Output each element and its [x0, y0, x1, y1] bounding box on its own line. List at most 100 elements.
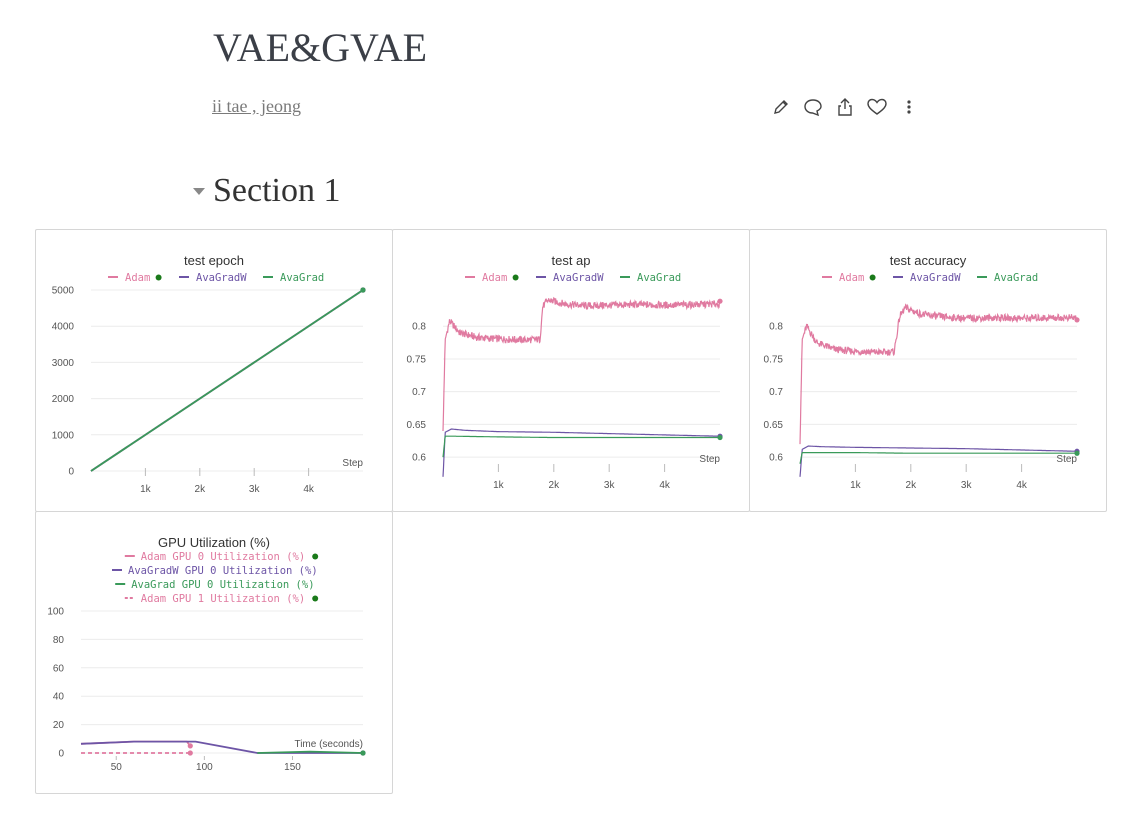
x-axis-label: Step — [1056, 454, 1077, 465]
legend-item-adam-gpu-1-utilization[interactable]: Adam GPU 1 Utilization (%) — [124, 593, 319, 605]
legend-item-adam[interactable]: Adam — [822, 272, 876, 284]
legend-item-avagradw-gpu-0-utilization[interactable]: AvaGradW GPU 0 Utilization (%) — [112, 565, 318, 577]
legend-label: AvaGrad — [994, 272, 1038, 284]
y-tick-label: 60 — [53, 663, 65, 674]
y-tick-label: 4000 — [52, 322, 75, 333]
series-line-avagradw[interactable] — [799, 445, 1077, 477]
legend-item-avagradw[interactable]: AvaGradW — [536, 272, 604, 284]
y-tick-label: 0 — [68, 467, 74, 478]
legend-label: Adam GPU 1 Utilization (%) — [141, 593, 305, 605]
chart-panel-test-epoch[interactable]: test epoch Adam AvaGradW AvaGrad 0 1000 2000 30… — [35, 229, 393, 512]
series-endpoint-avagrad-gpu-0-utilization — [360, 750, 366, 756]
running-indicator — [312, 553, 319, 560]
y-tick-label: 2000 — [52, 394, 75, 405]
y-tick-label: 0.75 — [764, 354, 784, 365]
x-tick-label: 2k — [195, 484, 207, 495]
y-tick-label: 100 — [47, 607, 64, 618]
x-tick-label: 4k — [659, 480, 671, 491]
legend-label: AvaGradW — [553, 272, 604, 284]
x-tick-label: 2k — [906, 480, 918, 491]
x-tick-label: 150 — [284, 762, 301, 773]
chart-title: GPU Utilization (%) — [158, 535, 270, 550]
series-endpoint-adam-gpu-1-utilization — [187, 750, 193, 756]
legend-item-adam-gpu-0-utilization[interactable]: Adam GPU 0 Utilization (%) — [124, 551, 319, 563]
legend-label: AvaGrad GPU 0 Utilization (%) — [131, 579, 314, 591]
y-tick-label: 3000 — [52, 358, 75, 369]
series-line-avagradw-gpu-0-utilization[interactable] — [80, 740, 363, 754]
x-axis-label: Step — [342, 458, 363, 469]
series-line-avagrad[interactable] — [799, 452, 1077, 464]
y-tick-label: 80 — [53, 635, 65, 646]
chart-title: test epoch — [184, 253, 244, 268]
y-tick-label: 0.65 — [764, 420, 784, 431]
running-indicator — [512, 274, 519, 281]
legend-item-adam[interactable]: Adam — [108, 272, 162, 284]
series-line-avagrad-gpu-0-utilization[interactable] — [257, 750, 364, 754]
series-endpoint-avagrad — [717, 434, 723, 441]
x-tick-label: 50 — [111, 762, 123, 773]
chart-svg: test ap Adam AvaGradW AvaGrad 0.6 0.65 0.7 0.75… — [407, 253, 723, 491]
y-tick-label: 0.6 — [412, 453, 426, 464]
series-line-avagrad[interactable] — [90, 289, 364, 472]
chart-svg: test accuracy Adam AvaGradW AvaGrad 0.6 0.65 0… — [764, 253, 1080, 491]
legend-label: AvaGrad — [637, 272, 681, 284]
chart-panel-test-accuracy[interactable]: test accuracy Adam AvaGradW AvaGrad 0.6 0.65 0… — [749, 229, 1107, 512]
legend-label: AvaGradW GPU 0 Utilization (%) — [128, 565, 318, 577]
y-tick-label: 0.65 — [407, 420, 427, 431]
edit-icon[interactable] — [770, 96, 792, 118]
y-tick-label: 1000 — [52, 430, 75, 441]
y-tick-label: 0.8 — [412, 322, 426, 333]
chart-svg: test epoch Adam AvaGradW AvaGrad 0 1000 2000 30… — [52, 253, 366, 495]
share-icon[interactable] — [834, 96, 856, 118]
chart-title: test ap — [551, 253, 590, 268]
legend-label: Adam — [482, 272, 507, 284]
x-axis-label: Step — [699, 454, 720, 465]
series-endpoint-adam — [717, 298, 723, 304]
y-tick-label: 0.7 — [412, 387, 426, 398]
legend-label: Adam — [839, 272, 864, 284]
series-line-avagradw[interactable] — [442, 428, 720, 477]
legend-item-avagrad-gpu-0-utilization[interactable]: AvaGrad GPU 0 Utilization (%) — [115, 579, 315, 591]
legend-label: AvaGradW — [196, 272, 247, 284]
legend-label: Adam GPU 0 Utilization (%) — [141, 551, 305, 563]
x-tick-label: 1k — [493, 480, 505, 491]
more-icon[interactable] — [898, 96, 920, 118]
x-tick-label: 2k — [549, 480, 561, 491]
legend-item-avagrad[interactable]: AvaGrad — [977, 272, 1038, 284]
report-title: VAE&GVAE — [213, 25, 428, 70]
series-endpoint-avagrad — [1074, 450, 1080, 456]
section-header: Section 1 — [193, 172, 340, 210]
y-tick-label: 40 — [53, 692, 65, 703]
running-indicator — [869, 274, 876, 281]
x-tick-label: 4k — [1016, 480, 1028, 491]
series-line-avagrad[interactable] — [442, 435, 720, 458]
x-axis-label: Time (seconds) — [294, 739, 363, 750]
legend-item-avagradw[interactable]: AvaGradW — [893, 272, 961, 284]
y-tick-label: 5000 — [52, 286, 75, 297]
legend-item-avagrad[interactable]: AvaGrad — [263, 272, 324, 284]
series-line-adam[interactable] — [442, 296, 721, 432]
x-tick-label: 3k — [961, 480, 973, 491]
x-tick-label: 1k — [140, 484, 152, 495]
like-icon[interactable] — [866, 96, 888, 118]
y-tick-label: 0 — [58, 749, 64, 760]
running-indicator — [312, 595, 319, 602]
chart-panel-test-ap[interactable]: test ap Adam AvaGradW AvaGrad 0.6 0.65 0.7 0.75… — [392, 229, 750, 512]
series-endpoint-adam — [1074, 317, 1080, 323]
running-indicator — [155, 274, 162, 281]
legend-item-adam[interactable]: Adam — [465, 272, 519, 284]
legend-label: Adam — [125, 272, 150, 284]
series-line-adam[interactable] — [799, 303, 1078, 445]
section-title: Section 1 — [213, 172, 341, 209]
legend-label: AvaGradW — [910, 272, 961, 284]
y-tick-label: 0.6 — [769, 453, 783, 464]
collapse-triangle-icon[interactable] — [193, 187, 205, 195]
comment-icon[interactable] — [802, 96, 824, 118]
report-actions — [770, 96, 920, 118]
legend-item-avagrad[interactable]: AvaGrad — [620, 272, 681, 284]
y-tick-label: 0.75 — [407, 354, 427, 365]
author-link[interactable]: ii tae , jeong — [212, 96, 301, 116]
x-tick-label: 3k — [249, 484, 261, 495]
legend-item-avagradw[interactable]: AvaGradW — [179, 272, 247, 284]
chart-panel-gpu-utilization[interactable]: GPU Utilization (%) Adam GPU 0 Utilizatio… — [35, 511, 393, 794]
